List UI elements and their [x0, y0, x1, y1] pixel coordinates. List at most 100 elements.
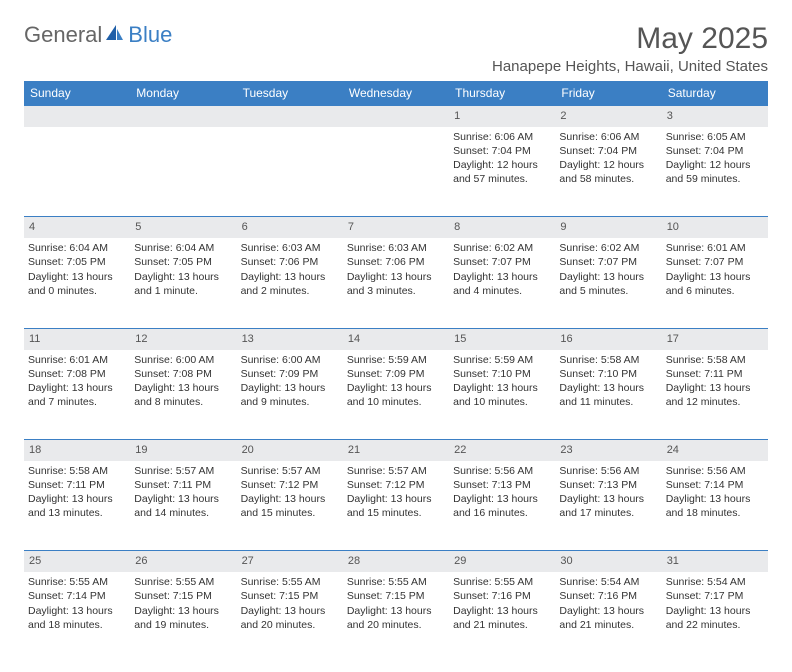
sunset-text: Sunset: 7:09 PM: [241, 367, 339, 381]
daylight-text: Daylight: 13 hours and 4 minutes.: [453, 270, 551, 298]
weekday-header: Tuesday: [237, 81, 343, 106]
day-number-cell: 26: [130, 551, 236, 572]
day-cell: Sunrise: 5:57 AMSunset: 7:11 PMDaylight:…: [130, 461, 236, 551]
day-cell: Sunrise: 6:03 AMSunset: 7:06 PMDaylight:…: [343, 238, 449, 328]
daylight-text: Daylight: 13 hours and 10 minutes.: [347, 381, 445, 409]
day-cell: Sunrise: 5:54 AMSunset: 7:17 PMDaylight:…: [662, 572, 768, 662]
daylight-text: Daylight: 13 hours and 20 minutes.: [347, 604, 445, 632]
day-number-cell: 23: [555, 440, 661, 461]
day-number-cell: 17: [662, 329, 768, 350]
sunrise-text: Sunrise: 6:00 AM: [134, 353, 232, 367]
day-cell: Sunrise: 6:01 AMSunset: 7:07 PMDaylight:…: [662, 238, 768, 328]
day-number-cell: 1: [449, 106, 555, 127]
sunrise-text: Sunrise: 5:55 AM: [347, 575, 445, 589]
sunset-text: Sunset: 7:15 PM: [134, 589, 232, 603]
day-number-cell: 4: [24, 217, 130, 238]
day-cell: Sunrise: 5:55 AMSunset: 7:15 PMDaylight:…: [237, 572, 343, 662]
week-row: Sunrise: 5:55 AMSunset: 7:14 PMDaylight:…: [24, 572, 768, 662]
week-row: Sunrise: 6:01 AMSunset: 7:08 PMDaylight:…: [24, 350, 768, 440]
day-number-cell: 30: [555, 551, 661, 572]
daylight-text: Daylight: 13 hours and 7 minutes.: [28, 381, 126, 409]
title-block: May 2025 Hanapepe Heights, Hawaii, Unite…: [492, 22, 768, 75]
daylight-text: Daylight: 13 hours and 2 minutes.: [241, 270, 339, 298]
sunset-text: Sunset: 7:05 PM: [134, 255, 232, 269]
sunrise-text: Sunrise: 5:55 AM: [241, 575, 339, 589]
sunset-text: Sunset: 7:08 PM: [134, 367, 232, 381]
sunrise-text: Sunrise: 6:01 AM: [28, 353, 126, 367]
sunset-text: Sunset: 7:15 PM: [347, 589, 445, 603]
sunset-text: Sunset: 7:13 PM: [559, 478, 657, 492]
sunset-text: Sunset: 7:12 PM: [241, 478, 339, 492]
day-number-cell: [130, 106, 236, 127]
weekday-header: Sunday: [24, 81, 130, 106]
brand-part2: Blue: [128, 22, 172, 48]
daylight-text: Daylight: 13 hours and 20 minutes.: [241, 604, 339, 632]
weekday-header: Thursday: [449, 81, 555, 106]
day-cell: Sunrise: 5:56 AMSunset: 7:14 PMDaylight:…: [662, 461, 768, 551]
daylight-text: Daylight: 12 hours and 59 minutes.: [666, 158, 764, 186]
day-number-cell: 16: [555, 329, 661, 350]
daylight-text: Daylight: 13 hours and 16 minutes.: [453, 492, 551, 520]
sunset-text: Sunset: 7:09 PM: [347, 367, 445, 381]
sunset-text: Sunset: 7:04 PM: [559, 144, 657, 158]
daylight-text: Daylight: 13 hours and 15 minutes.: [241, 492, 339, 520]
day-number-cell: 27: [237, 551, 343, 572]
day-number-cell: 15: [449, 329, 555, 350]
day-cell: Sunrise: 6:03 AMSunset: 7:06 PMDaylight:…: [237, 238, 343, 328]
month-year: May 2025: [492, 22, 768, 56]
day-cell: Sunrise: 5:56 AMSunset: 7:13 PMDaylight:…: [555, 461, 661, 551]
daylight-text: Daylight: 12 hours and 57 minutes.: [453, 158, 551, 186]
day-cell: Sunrise: 6:04 AMSunset: 7:05 PMDaylight:…: [130, 238, 236, 328]
day-number-cell: 14: [343, 329, 449, 350]
brand-logo: General Blue: [24, 22, 172, 48]
sunset-text: Sunset: 7:10 PM: [453, 367, 551, 381]
weekday-header-row: Sunday Monday Tuesday Wednesday Thursday…: [24, 81, 768, 106]
page-header: General Blue May 2025 Hanapepe Heights, …: [24, 22, 768, 75]
day-cell: Sunrise: 6:01 AMSunset: 7:08 PMDaylight:…: [24, 350, 130, 440]
sunset-text: Sunset: 7:07 PM: [453, 255, 551, 269]
sunrise-text: Sunrise: 5:54 AM: [559, 575, 657, 589]
daylight-text: Daylight: 13 hours and 3 minutes.: [347, 270, 445, 298]
day-number-cell: 21: [343, 440, 449, 461]
day-number-cell: 12: [130, 329, 236, 350]
sunset-text: Sunset: 7:06 PM: [347, 255, 445, 269]
day-number-cell: 28: [343, 551, 449, 572]
sunset-text: Sunset: 7:04 PM: [453, 144, 551, 158]
sunrise-text: Sunrise: 5:55 AM: [134, 575, 232, 589]
day-number-cell: 13: [237, 329, 343, 350]
day-number-cell: 5: [130, 217, 236, 238]
location: Hanapepe Heights, Hawaii, United States: [492, 58, 768, 75]
day-number-cell: 31: [662, 551, 768, 572]
day-number-cell: 29: [449, 551, 555, 572]
day-number-cell: [237, 106, 343, 127]
daylight-text: Daylight: 13 hours and 6 minutes.: [666, 270, 764, 298]
day-cell: Sunrise: 5:58 AMSunset: 7:11 PMDaylight:…: [24, 461, 130, 551]
sunset-text: Sunset: 7:11 PM: [28, 478, 126, 492]
sunrise-text: Sunrise: 6:02 AM: [559, 241, 657, 255]
sunrise-text: Sunrise: 6:00 AM: [241, 353, 339, 367]
sunset-text: Sunset: 7:07 PM: [559, 255, 657, 269]
daylight-text: Daylight: 13 hours and 18 minutes.: [666, 492, 764, 520]
sunrise-text: Sunrise: 5:56 AM: [453, 464, 551, 478]
weekday-header: Friday: [555, 81, 661, 106]
sunset-text: Sunset: 7:13 PM: [453, 478, 551, 492]
day-number-cell: 7: [343, 217, 449, 238]
sunrise-text: Sunrise: 6:01 AM: [666, 241, 764, 255]
calendar-body: 1 23 Sunrise: 6:06 AMSunset: 7:04 PMDaylig…: [24, 106, 768, 662]
day-number-cell: 6: [237, 217, 343, 238]
daylight-text: Daylight: 13 hours and 10 minutes.: [453, 381, 551, 409]
sunrise-text: Sunrise: 6:03 AM: [241, 241, 339, 255]
day-cell: Sunrise: 6:06 AMSunset: 7:04 PMDaylight:…: [555, 127, 661, 217]
sunset-text: Sunset: 7:08 PM: [28, 367, 126, 381]
brand-part1: General: [24, 22, 102, 48]
sunset-text: Sunset: 7:16 PM: [559, 589, 657, 603]
sunset-text: Sunset: 7:10 PM: [559, 367, 657, 381]
sunrise-text: Sunrise: 5:56 AM: [666, 464, 764, 478]
day-cell: Sunrise: 6:05 AMSunset: 7:04 PMDaylight:…: [662, 127, 768, 217]
week-row: Sunrise: 6:04 AMSunset: 7:05 PMDaylight:…: [24, 238, 768, 328]
sunrise-text: Sunrise: 5:55 AM: [28, 575, 126, 589]
sunrise-text: Sunrise: 5:54 AM: [666, 575, 764, 589]
day-cell: Sunrise: 5:58 AMSunset: 7:10 PMDaylight:…: [555, 350, 661, 440]
day-cell: Sunrise: 6:00 AMSunset: 7:09 PMDaylight:…: [237, 350, 343, 440]
sunset-text: Sunset: 7:11 PM: [666, 367, 764, 381]
